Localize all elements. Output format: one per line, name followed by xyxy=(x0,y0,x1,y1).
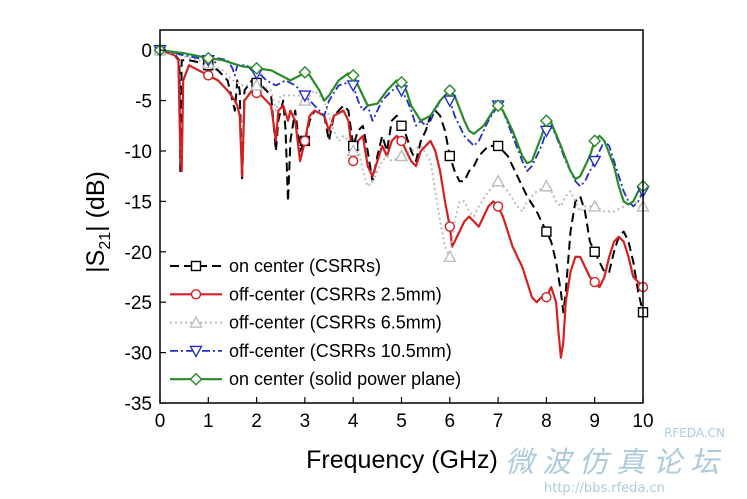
series-marker-off-center-2p5mm xyxy=(444,221,455,232)
x-tick-label: 1 xyxy=(203,411,214,432)
series-marker-off-center-10p5mm xyxy=(588,155,602,169)
series-marker-off-center-6p5mm xyxy=(249,78,264,91)
series-marker-on-center-solid-plane xyxy=(298,65,312,79)
x-tick-label: 8 xyxy=(541,411,552,432)
legend-marker-off-center-10p5mm xyxy=(189,345,203,358)
x-tick-label: 5 xyxy=(396,411,407,432)
watermark-url: http://bbs.rfeda.cn xyxy=(544,481,665,496)
y-axis-title: |S21| (dB) xyxy=(82,171,114,273)
series-marker-on-center-solid-plane xyxy=(346,68,360,82)
x-tick-label: 0 xyxy=(155,411,166,432)
legend-marker-off-center-2p5mm xyxy=(190,289,202,300)
legend-label-on-center-solid-plane: on center (solid power plane) xyxy=(229,369,461,389)
x-tick-label: 7 xyxy=(493,411,504,432)
legend-label-off-center-2p5mm: off-center (CSRRs 2.5mm) xyxy=(229,284,442,304)
legend: on center (CSRRs) off-center (CSRRs 2.5mm… xyxy=(170,256,461,389)
series-marker-off-center-10p5mm xyxy=(298,90,312,103)
series-marker-off-center-2p5mm xyxy=(299,135,311,147)
series-marker-on-center-solid-plane xyxy=(201,51,215,65)
series-marker-off-center-6p5mm xyxy=(539,179,554,192)
series-marker-on-center-csrrs xyxy=(541,226,552,237)
x-tick-label: 3 xyxy=(300,411,311,432)
legend-label-off-center-10p5mm: off-center (CSRRs 10.5mm) xyxy=(229,341,452,361)
series-marker-off-center-6p5mm xyxy=(346,144,360,157)
y-tick-label: -5 xyxy=(135,92,152,113)
legend-marker-off-center-6p5mm xyxy=(189,315,203,328)
x-tick-label: 6 xyxy=(445,411,456,432)
watermark-label: RFEDA.CN xyxy=(664,426,725,440)
y-axis-title-pre: |S xyxy=(82,250,110,273)
series-marker-off-center-2p5mm xyxy=(396,135,407,147)
series-marker-on-center-csrrs xyxy=(492,140,504,152)
watermark-chinese: 微波仿真论坛 xyxy=(505,445,727,479)
y-tick-label: -35 xyxy=(125,394,152,415)
x-tick-label: 2 xyxy=(251,411,262,432)
x-axis-title: Frequency (GHz) xyxy=(306,446,498,474)
x-tick-label: 9 xyxy=(589,411,600,432)
legend-label-off-center-6p5mm: off-center (CSRRs 6.5mm) xyxy=(229,313,442,333)
y-tick-label: -10 xyxy=(125,142,152,163)
marker-layer xyxy=(153,43,650,318)
legend-marker-on-center-solid-plane xyxy=(189,372,203,386)
series-marker-off-center-2p5mm xyxy=(348,155,359,167)
tick-layer: 0 1 2 3 4 5 6 7 8 9 10 0 -5 -10 -15 -20 -25 -30 -35 xyxy=(125,41,654,432)
series-marker-on-center-solid-plane xyxy=(539,114,553,128)
legend-label-on-center-csrrs: on center (CSRRs) xyxy=(229,256,381,276)
y-axis-title-post: | (dB) xyxy=(82,171,110,232)
series-marker-on-center-solid-plane xyxy=(395,75,408,89)
series-marker-on-center-solid-plane xyxy=(443,83,457,97)
x-tick-label: 10 xyxy=(632,411,653,432)
x-tick-label: 4 xyxy=(348,411,359,432)
series-marker-off-center-2p5mm xyxy=(492,201,504,212)
series-marker-off-center-2p5mm xyxy=(541,291,552,303)
series-marker-off-center-6p5mm xyxy=(588,199,602,212)
series-marker-off-center-2p5mm xyxy=(203,70,214,81)
y-tick-label: -20 xyxy=(125,243,152,264)
series-marker-on-center-solid-plane xyxy=(250,61,264,75)
legend-marker-on-center-csrrs xyxy=(190,260,202,272)
y-tick-label: 0 xyxy=(141,41,152,62)
watermark: RFEDA.CN 微波仿真论坛 http://bbs.rfeda.cn xyxy=(505,426,727,496)
series-marker-off-center-6p5mm xyxy=(491,174,505,187)
series-marker-on-center-solid-plane xyxy=(491,99,505,113)
series-marker-on-center-csrrs xyxy=(444,150,455,162)
series-marker-off-center-2p5mm xyxy=(589,276,600,288)
y-tick-label: -25 xyxy=(125,293,152,314)
y-tick-label: -15 xyxy=(125,192,152,213)
series-marker-off-center-6p5mm xyxy=(394,149,409,162)
series-marker-off-center-6p5mm xyxy=(443,249,457,263)
series-marker-on-center-csrrs xyxy=(396,120,407,131)
series-marker-on-center-solid-plane xyxy=(588,134,602,148)
series-marker-on-center-csrrs xyxy=(589,246,600,257)
y-tick-label: -30 xyxy=(125,344,152,365)
y-axis-title-sub: 21 xyxy=(97,232,114,250)
